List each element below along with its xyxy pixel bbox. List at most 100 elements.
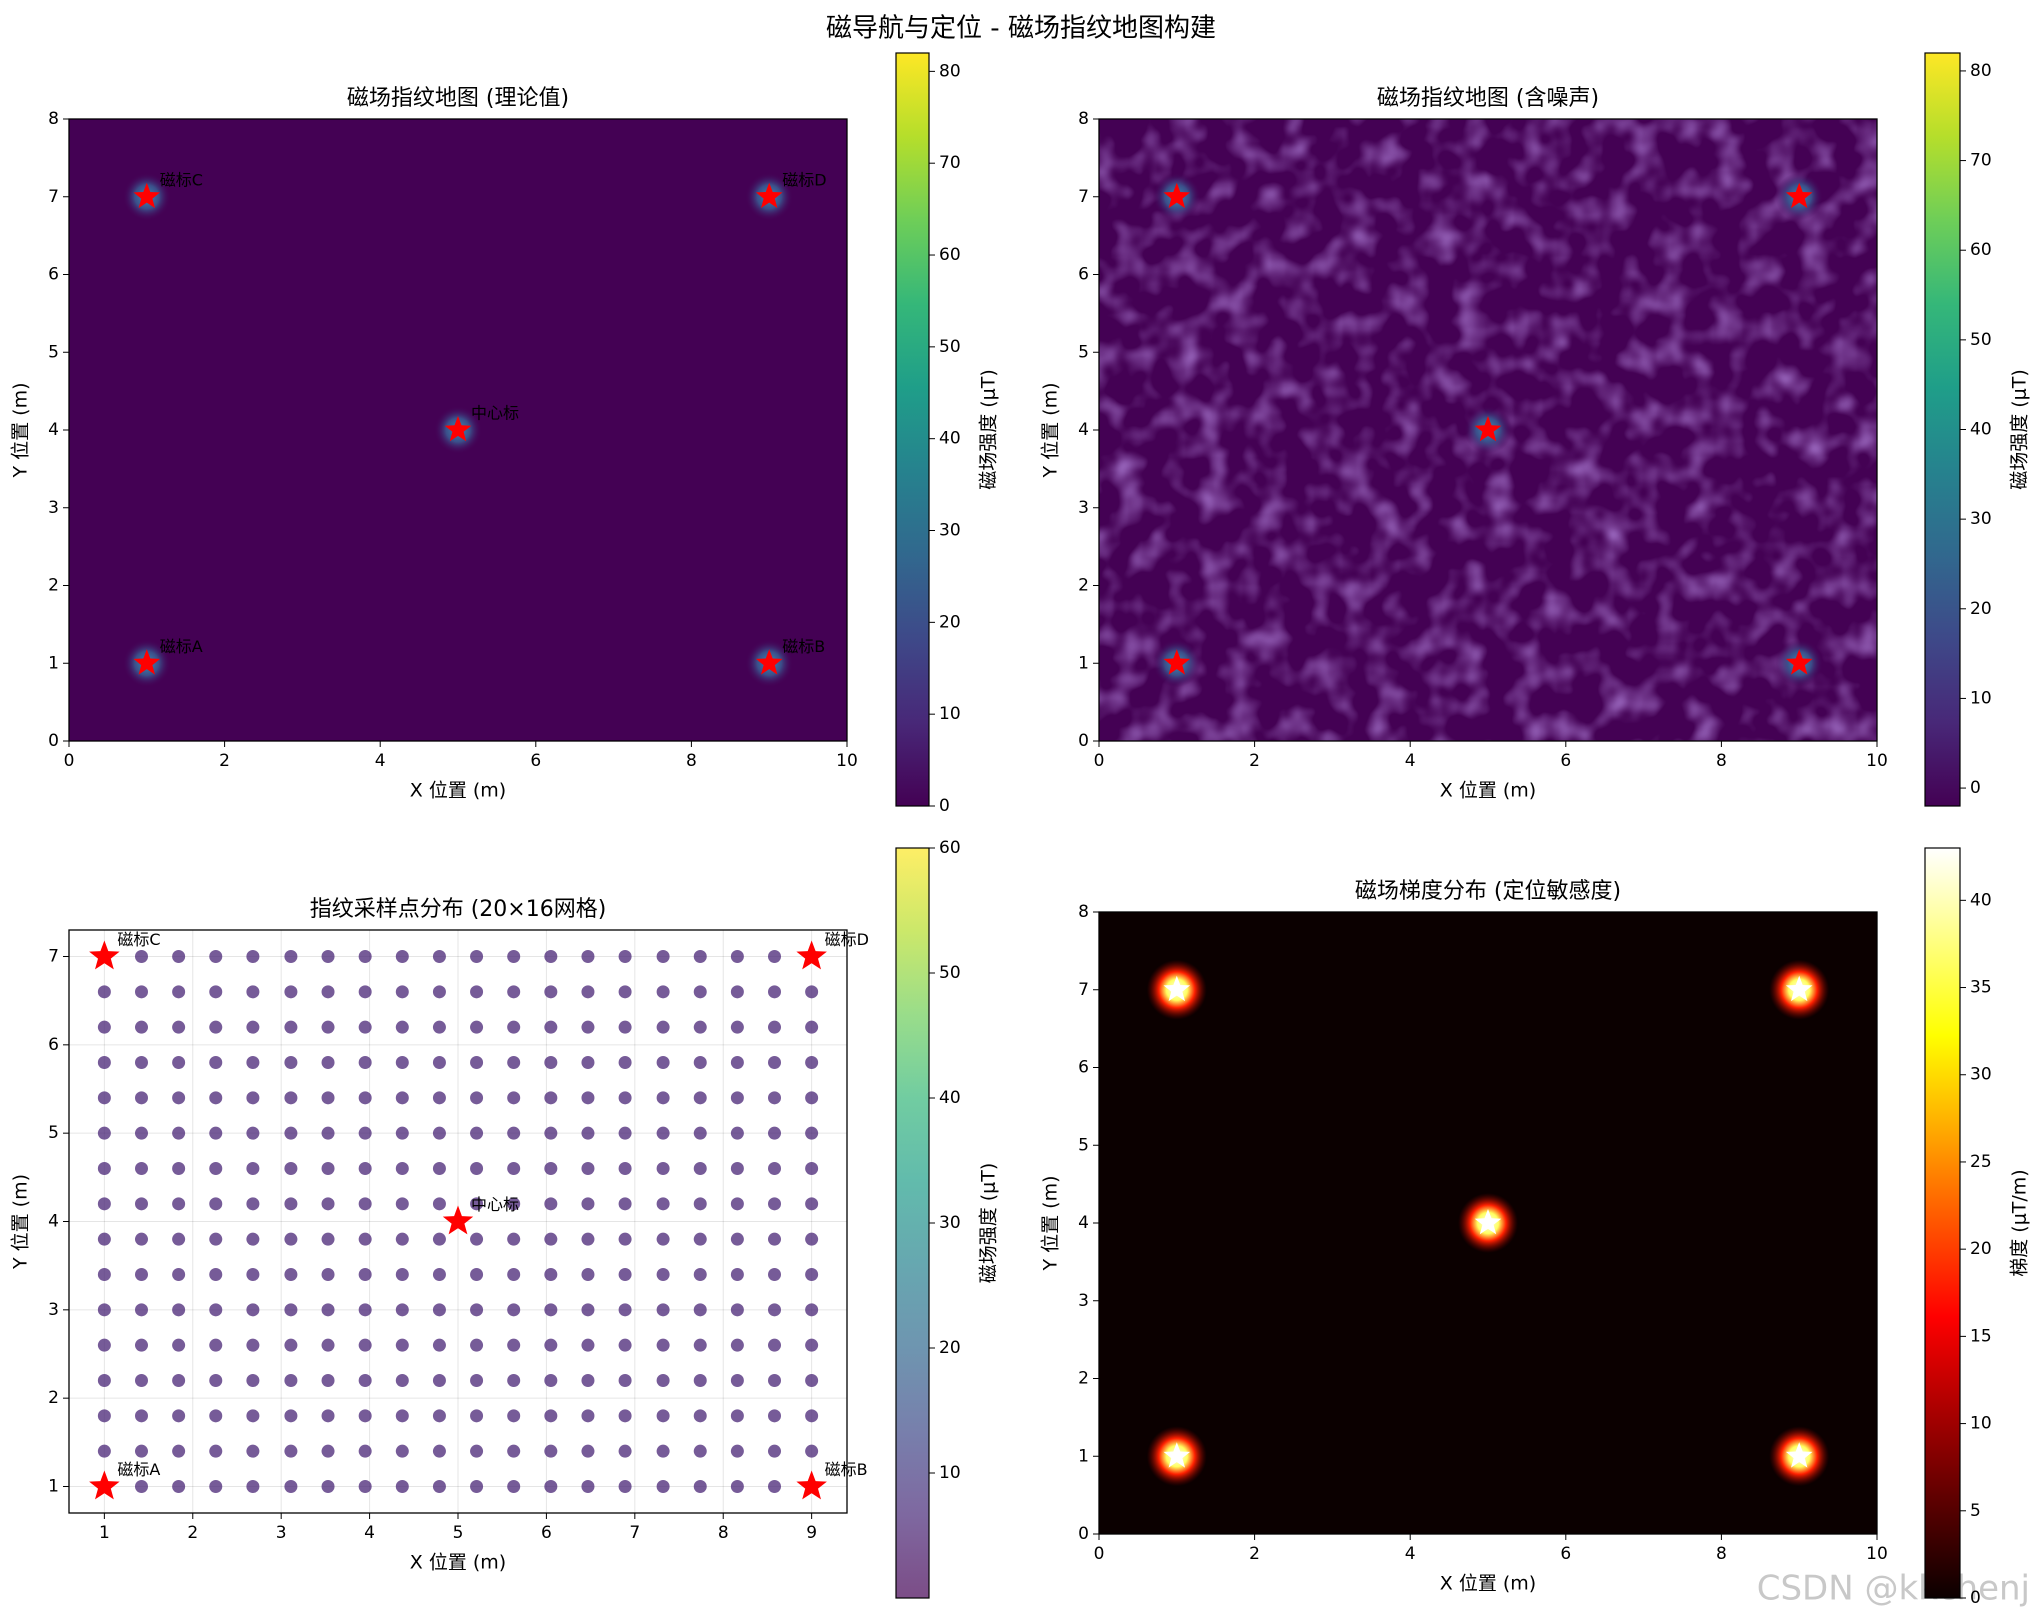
sample-point: [246, 1162, 260, 1175]
sample-point: [395, 985, 409, 999]
sample-point: [395, 1126, 409, 1140]
sample-point: [209, 1409, 223, 1423]
sample-point: [693, 1444, 707, 1458]
y-tick-label: 1: [48, 653, 59, 673]
colorbar: [896, 848, 929, 1598]
sample-point: [134, 1268, 148, 1281]
sample-point: [432, 1056, 446, 1069]
y-tick-label: 2: [1078, 576, 1089, 596]
sample-point: [321, 1197, 335, 1211]
x-tick-label: 7: [629, 1523, 640, 1543]
sample-point: [470, 1232, 484, 1246]
colorbar-tick-label: 40: [1970, 890, 1992, 910]
x-tick-label: 6: [541, 1523, 552, 1543]
sample-point: [581, 1020, 595, 1034]
beacon-marker: [1785, 649, 1813, 675]
sample-point: [618, 1268, 632, 1281]
sample-point: [172, 1162, 186, 1175]
sample-point: [656, 985, 670, 999]
sample-point: [209, 1480, 223, 1493]
sample-point: [432, 1303, 446, 1317]
sample-point: [507, 1126, 521, 1140]
colorbar-tick-label: 5: [1970, 1501, 1981, 1521]
sample-point: [544, 1374, 558, 1387]
sample-point: [730, 1126, 744, 1140]
y-tick-label: 5: [48, 342, 59, 362]
sample-point: [730, 1197, 744, 1211]
sample-point: [172, 1444, 186, 1458]
sample-point: [730, 1303, 744, 1317]
colorbar-tick-label: 0: [1970, 1588, 1981, 1608]
sample-point: [470, 1374, 484, 1387]
sample-point: [321, 1091, 335, 1105]
beacon-marker: [444, 416, 472, 442]
y-tick-label: 6: [48, 265, 59, 285]
y-tick-label: 4: [1078, 1213, 1089, 1233]
sample-point: [805, 1338, 819, 1352]
sample-point: [432, 1374, 446, 1387]
sample-point: [544, 1162, 558, 1175]
colorbar-tick-label: 10: [1970, 1414, 1992, 1434]
sample-point: [209, 1444, 223, 1458]
sample-point: [730, 1338, 744, 1352]
sample-point: [693, 1338, 707, 1352]
sample-point: [618, 1303, 632, 1317]
colorbar-tick-label: 70: [939, 153, 961, 173]
sample-point: [209, 1020, 223, 1034]
sample-point: [507, 1303, 521, 1317]
sample-point: [507, 950, 521, 963]
sample-point: [581, 1268, 595, 1281]
colorbar-frame: [895, 52, 930, 807]
sample-point: [432, 950, 446, 963]
y-tick-label: 3: [48, 1300, 59, 1320]
colorbar-tick-label: 40: [939, 1088, 961, 1108]
x-tick-label: 9: [806, 1523, 817, 1543]
colorbar-tick-label: 60: [1970, 240, 1992, 260]
sample-point: [581, 1374, 595, 1387]
sample-point: [395, 1162, 409, 1175]
sample-point: [321, 1268, 335, 1281]
sample-point: [172, 1268, 186, 1281]
sample-point: [358, 1480, 372, 1493]
sample-point: [395, 1480, 409, 1493]
sample-point: [97, 1162, 111, 1175]
sample-point: [656, 1020, 670, 1034]
sample-point: [172, 1303, 186, 1317]
colorbar-tick-label: 30: [1970, 509, 1992, 529]
sample-point: [284, 1303, 298, 1317]
sample-point: [284, 1126, 298, 1140]
sample-point: [172, 985, 186, 999]
sample-point: [470, 1056, 484, 1069]
sample-point: [730, 1268, 744, 1281]
sample-point: [656, 1126, 670, 1140]
axes-title: 磁场指纹地图 (含噪声): [1377, 86, 1599, 111]
sample-point: [618, 1374, 632, 1387]
sample-point: [507, 1480, 521, 1493]
sample-point: [470, 1020, 484, 1034]
sample-point: [470, 1409, 484, 1423]
sample-point: [321, 1409, 335, 1423]
x-tick-label: 6: [1560, 1544, 1571, 1564]
sample-point: [246, 1374, 260, 1387]
sample-point: [321, 1162, 335, 1175]
sample-point: [544, 1020, 558, 1034]
colorbar-tick-label: 20: [1970, 1239, 1992, 1259]
x-tick-label: 4: [375, 751, 386, 771]
beacon-marker: [755, 182, 783, 209]
y-tick-label: 5: [48, 1123, 59, 1143]
sample-point: [395, 1056, 409, 1069]
sample-point: [284, 1056, 298, 1069]
sample-point: [172, 1409, 186, 1423]
x-tick-label: 2: [219, 751, 230, 771]
sample-point: [432, 1126, 446, 1140]
sample-point: [97, 1020, 111, 1034]
colorbar: [1925, 53, 1960, 806]
sample-point: [730, 1409, 744, 1423]
sample-point: [134, 1409, 148, 1423]
y-tick-label: 3: [1078, 498, 1089, 518]
sample-point: [768, 1303, 782, 1317]
x-axis-label: X 位置 (m): [410, 780, 506, 802]
x-tick-label: 10: [836, 751, 858, 771]
sample-point: [97, 1056, 111, 1069]
y-tick-label: 3: [1078, 1291, 1089, 1311]
